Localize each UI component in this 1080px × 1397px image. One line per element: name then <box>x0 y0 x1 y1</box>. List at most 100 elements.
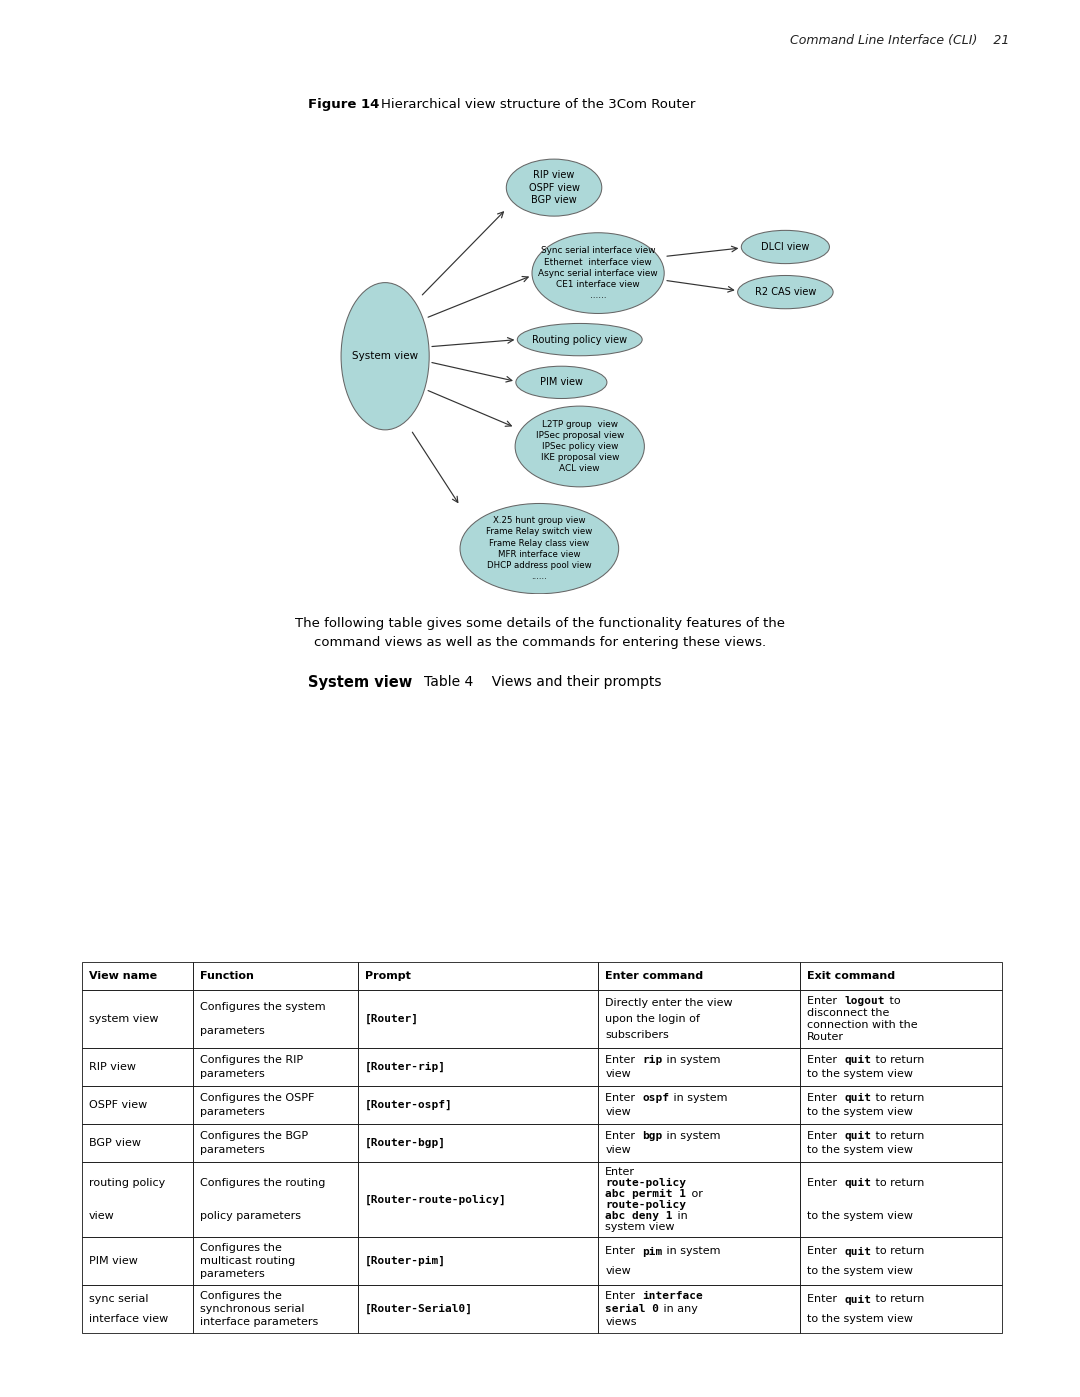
Text: view: view <box>605 1146 631 1155</box>
Text: X.25 hunt group view
Frame Relay switch view
Frame Relay class view
MFR interfac: X.25 hunt group view Frame Relay switch … <box>486 517 593 581</box>
Text: to the system view: to the system view <box>807 1313 913 1323</box>
Text: interface: interface <box>643 1291 703 1302</box>
Text: to return: to return <box>872 1092 924 1104</box>
Text: RIP view
OSPF view
BGP view: RIP view OSPF view BGP view <box>528 170 580 205</box>
Text: Configures the routing: Configures the routing <box>200 1178 325 1189</box>
Text: [Router-pim]: [Router-pim] <box>365 1256 446 1266</box>
Text: to the system view: to the system view <box>807 1069 913 1078</box>
Ellipse shape <box>741 231 829 264</box>
Text: Configures the system: Configures the system <box>200 1002 325 1011</box>
Text: pim: pim <box>643 1246 663 1256</box>
Text: sync serial: sync serial <box>89 1295 148 1305</box>
Text: [Router-rip]: [Router-rip] <box>365 1062 446 1071</box>
Text: Enter: Enter <box>807 1246 840 1256</box>
Text: Configures the OSPF: Configures the OSPF <box>200 1092 314 1104</box>
Text: rip: rip <box>643 1055 663 1065</box>
Text: BGP view: BGP view <box>89 1139 141 1148</box>
Text: Enter: Enter <box>807 1055 840 1065</box>
Text: [Router-route-policy]: [Router-route-policy] <box>365 1194 507 1204</box>
Text: quit: quit <box>845 1132 872 1141</box>
Text: interface view: interface view <box>89 1313 168 1323</box>
Text: [Router-bgp]: [Router-bgp] <box>365 1139 446 1148</box>
Text: Enter: Enter <box>605 1168 635 1178</box>
Text: logout: logout <box>845 996 885 1006</box>
Text: [Router-ospf]: [Router-ospf] <box>365 1099 453 1111</box>
Text: interface parameters: interface parameters <box>200 1316 318 1327</box>
Text: Enter: Enter <box>605 1246 638 1256</box>
Text: multicast routing: multicast routing <box>200 1256 295 1266</box>
Text: connection with the: connection with the <box>807 1020 918 1030</box>
Ellipse shape <box>516 366 607 398</box>
Text: ospf: ospf <box>643 1092 670 1104</box>
Text: Enter: Enter <box>807 1092 840 1104</box>
Ellipse shape <box>738 275 833 309</box>
Text: L2TP group  view
IPSec proposal view
IPSec policy view
IKE proposal view
ACL vie: L2TP group view IPSec proposal view IPSe… <box>536 419 624 474</box>
Text: quit: quit <box>845 1295 872 1305</box>
Text: Directly enter the view: Directly enter the view <box>605 997 733 1009</box>
Ellipse shape <box>517 324 643 356</box>
Text: to return: to return <box>872 1246 924 1256</box>
Ellipse shape <box>460 503 619 594</box>
Text: Enter command: Enter command <box>605 971 703 981</box>
Text: parameters: parameters <box>200 1106 265 1118</box>
Text: view: view <box>605 1106 631 1118</box>
Text: The following table gives some details of the functionality features of the
comm: The following table gives some details o… <box>295 617 785 650</box>
Text: quit: quit <box>845 1055 872 1065</box>
Text: to the system view: to the system view <box>807 1106 913 1118</box>
Text: R2 CAS view: R2 CAS view <box>755 288 816 298</box>
Text: in system: in system <box>670 1092 728 1104</box>
Text: Prompt: Prompt <box>365 971 410 981</box>
Text: Configures the RIP: Configures the RIP <box>200 1055 302 1065</box>
Text: parameters: parameters <box>200 1025 265 1037</box>
Text: Enter: Enter <box>807 1132 840 1141</box>
Text: to the system view: to the system view <box>807 1146 913 1155</box>
Text: Configures the: Configures the <box>200 1291 282 1302</box>
Ellipse shape <box>515 407 645 486</box>
Text: DLCI view: DLCI view <box>761 242 810 251</box>
Text: upon the login of: upon the login of <box>605 1014 700 1024</box>
Text: Enter: Enter <box>605 1291 638 1302</box>
Text: or: or <box>688 1189 703 1199</box>
Text: view: view <box>605 1069 631 1078</box>
Text: to the system view: to the system view <box>807 1266 913 1275</box>
Text: Router: Router <box>807 1032 845 1042</box>
Ellipse shape <box>341 282 429 430</box>
Text: Enter: Enter <box>605 1132 638 1141</box>
Text: view: view <box>89 1211 114 1221</box>
Text: parameters: parameters <box>200 1069 265 1078</box>
Text: to return: to return <box>872 1132 924 1141</box>
Text: Function: Function <box>200 971 254 981</box>
Text: to return: to return <box>872 1295 924 1305</box>
Text: bgp: bgp <box>643 1132 663 1141</box>
Text: serial 0: serial 0 <box>605 1303 659 1315</box>
Text: PIM view: PIM view <box>89 1256 138 1266</box>
Text: PIM view: PIM view <box>540 377 583 387</box>
Text: Enter: Enter <box>807 996 840 1006</box>
Text: disconnect the: disconnect the <box>807 1009 890 1018</box>
Ellipse shape <box>507 159 602 217</box>
Text: Routing policy view: Routing policy view <box>532 335 627 345</box>
Text: Enter: Enter <box>807 1178 840 1189</box>
Text: to the system view: to the system view <box>807 1211 913 1221</box>
Text: RIP view: RIP view <box>89 1062 136 1071</box>
Text: System view: System view <box>308 675 413 690</box>
Text: Figure 14: Figure 14 <box>308 98 389 110</box>
Text: route-policy: route-policy <box>605 1178 686 1189</box>
Text: Table 4: Table 4 <box>424 675 474 689</box>
Text: route-policy: route-policy <box>605 1200 686 1210</box>
Text: View name: View name <box>89 971 157 981</box>
Text: system view: system view <box>605 1221 675 1232</box>
Text: in system: in system <box>663 1246 720 1256</box>
Text: subscribers: subscribers <box>605 1030 669 1039</box>
Text: Views and their prompts: Views and their prompts <box>483 675 661 689</box>
Text: policy parameters: policy parameters <box>200 1211 300 1221</box>
Text: to return: to return <box>872 1178 924 1189</box>
Text: Sync serial interface view
Ethernet  interface view
Async serial interface view
: Sync serial interface view Ethernet inte… <box>538 246 658 300</box>
Text: OSPF view: OSPF view <box>89 1099 147 1111</box>
Text: Enter: Enter <box>605 1055 638 1065</box>
Text: Command Line Interface (CLI)    21: Command Line Interface (CLI) 21 <box>791 35 1010 47</box>
Text: quit: quit <box>845 1092 872 1104</box>
Text: in system: in system <box>663 1055 720 1065</box>
Text: Hierarchical view structure of the 3Com Router: Hierarchical view structure of the 3Com … <box>381 98 696 110</box>
Text: Configures the: Configures the <box>200 1243 282 1253</box>
